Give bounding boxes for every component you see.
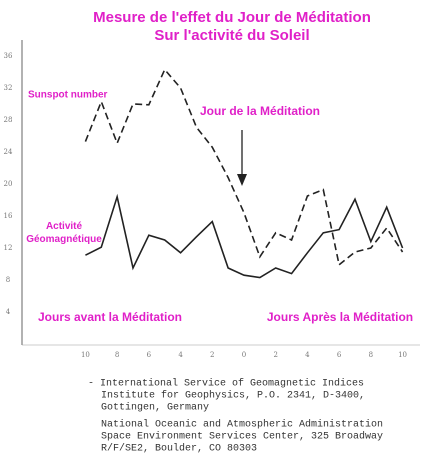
source-note: Space Environment Services Center, 325 B… [101, 431, 383, 443]
y-tick-label: 8 [6, 276, 10, 284]
x-tick-label: 6 [337, 351, 342, 359]
chart-title: Mesure de l'effet du Jour de Méditation [93, 9, 371, 26]
y-tick-label: 4 [6, 308, 11, 316]
y-tick-label: 24 [4, 148, 13, 156]
annotation: Jours Après la Méditation [267, 310, 413, 324]
x-tick-label: 8 [115, 351, 119, 359]
x-tick-label: 0 [242, 351, 246, 359]
series-line [85, 193, 404, 279]
x-tick-label: 2 [210, 351, 214, 359]
source-note: National Oceanic and Atmospheric Adminis… [101, 419, 383, 431]
y-tick-label: 28 [4, 116, 13, 124]
x-tick-label: 8 [369, 351, 373, 359]
legend-label: Sunspot number [28, 90, 108, 101]
x-tick-label: 4 [305, 351, 310, 359]
x-tick-label: 10 [398, 351, 407, 359]
source-note: Gottingen, Germany [101, 402, 209, 414]
source-note: R/F/SE2, Boulder, CO 80303 [101, 443, 257, 453]
chart-subtitle: Sur l'activité du Soleil [154, 27, 309, 44]
annotation: Jours avant la Méditation [38, 310, 182, 324]
y-tick-label: 12 [4, 244, 13, 252]
x-tick-label: 6 [147, 351, 152, 359]
x-tick-label: 10 [81, 351, 90, 359]
legend-label: Activité Géomagnétique [26, 221, 102, 245]
y-tick-label: 16 [4, 212, 13, 220]
y-tick-label: 20 [4, 180, 13, 188]
source-note: - International Service of Geomagnetic I… [88, 378, 364, 390]
y-tick-label: 32 [4, 84, 13, 92]
y-tick-label: 36 [4, 52, 13, 60]
arrow-head [237, 174, 247, 186]
annotation: Jour de la Méditation [200, 104, 320, 118]
x-tick-label: 2 [273, 351, 277, 359]
series-line [84, 68, 404, 267]
x-tick-label: 4 [178, 351, 183, 359]
source-note: Institute for Geophysics, P.O. 2341, D-3… [101, 390, 365, 402]
